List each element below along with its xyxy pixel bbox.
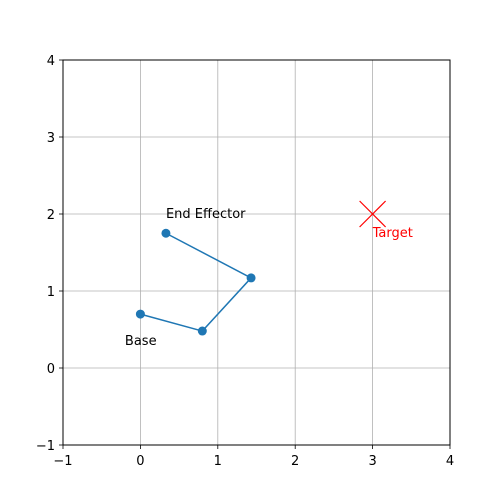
y-tick-label: −1 (36, 439, 55, 454)
joint-point (161, 228, 171, 238)
joint-point (135, 309, 145, 319)
x-tick-label: 2 (291, 454, 299, 469)
y-axis-ticks: −1 0 1 2 3 4 (36, 54, 63, 454)
annotation-label: Target (372, 226, 413, 241)
x-axis-ticks: −1 0 1 2 3 4 (53, 445, 454, 469)
grid-lines (62, 59, 451, 446)
x-tick-label: 4 (446, 454, 454, 469)
annotation-label: Base (125, 334, 157, 349)
x-tick-label: 0 (136, 454, 144, 469)
x-tick-label: 1 (214, 454, 222, 469)
joint-point (246, 273, 256, 283)
y-tick-label: 4 (47, 54, 55, 69)
plot-frame (62, 59, 451, 446)
y-tick-label: 3 (47, 131, 55, 146)
x-tick-label: 3 (368, 454, 376, 469)
target-marker-group (359, 200, 387, 228)
arm-series (135, 228, 256, 336)
x-tick-label: −1 (53, 454, 72, 469)
y-tick-label: 2 (47, 208, 55, 223)
y-tick-label: 0 (47, 362, 55, 377)
arm-line (140, 232, 253, 332)
target-marker-stroke (359, 200, 387, 228)
annotations: Base End Effector Target (125, 207, 413, 349)
annotation-label: End Effector (166, 207, 246, 222)
joint-point (197, 326, 207, 336)
y-tick-label: 1 (47, 285, 55, 300)
